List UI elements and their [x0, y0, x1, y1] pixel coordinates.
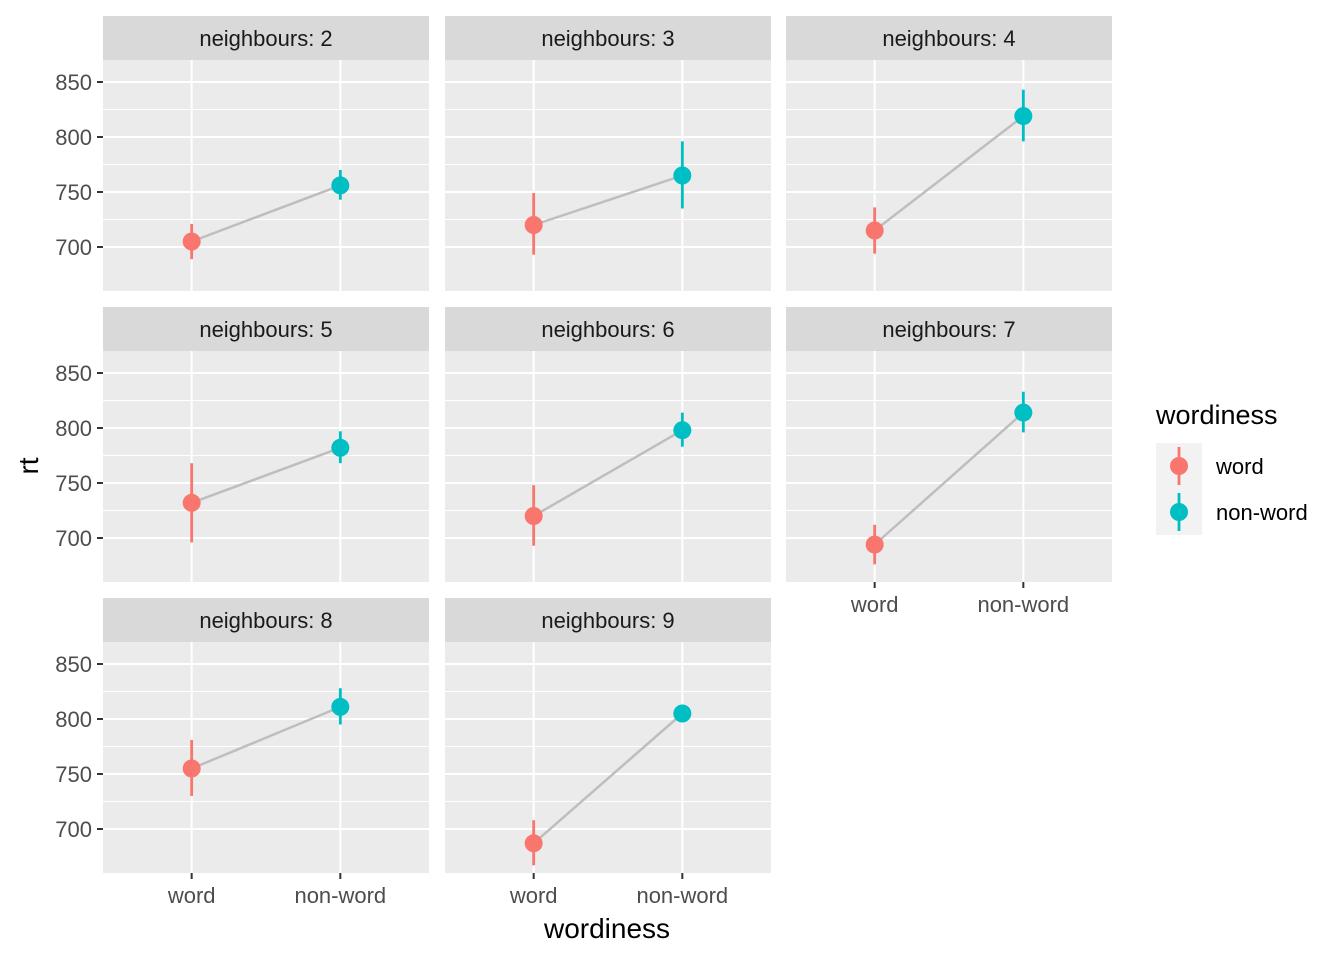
- y-tick-label: 750: [55, 180, 92, 205]
- point-non-word: [673, 704, 692, 723]
- legend-label: word: [1215, 454, 1264, 479]
- facet-strip: [786, 16, 1112, 60]
- x-tick-label: non-word: [977, 592, 1069, 617]
- facet-strip: [103, 307, 429, 351]
- point-word: [524, 507, 543, 525]
- y-tick-label: 850: [55, 652, 92, 677]
- connecting-line: [191, 184, 341, 243]
- facet-panel-2: neighbours: 2 700 750 800 850: [55, 16, 429, 291]
- panel-background: [786, 60, 1112, 291]
- facet-strip-label: neighbours: 7: [882, 317, 1015, 342]
- point-non-word: [331, 176, 350, 195]
- y-tick-label: 700: [55, 817, 92, 842]
- y-tick-label: 850: [55, 70, 92, 95]
- point-non-word: [673, 421, 692, 440]
- facet-panels: neighbours: 2 700 750 800 850 neighbours: 3 ne…: [55, 16, 1112, 908]
- point-non-word: [1014, 107, 1033, 126]
- point-word: [865, 535, 884, 554]
- connecting-line: [191, 705, 341, 770]
- legend-key-point: [1170, 503, 1188, 521]
- facet-panel-7: neighbours: 7 word non-word: [786, 307, 1112, 617]
- facet-panel-6: neighbours: 6: [445, 307, 771, 582]
- x-tick-label: non-word: [294, 883, 386, 908]
- y-tick-label: 750: [55, 762, 92, 787]
- facet-panel-3: neighbours: 3: [445, 16, 771, 291]
- legend-title: wordiness: [1155, 400, 1278, 430]
- facet-strip-label: neighbours: 8: [199, 608, 332, 633]
- panel-background: [445, 60, 771, 291]
- x-axis-title: wordiness: [543, 913, 670, 944]
- y-tick-label: 800: [55, 416, 92, 441]
- facet-strip-label: neighbours: 5: [199, 317, 332, 342]
- facet-strip: [445, 307, 771, 351]
- connecting-line: [191, 446, 341, 504]
- connecting-line: [533, 174, 683, 227]
- y-tick-label: 800: [55, 707, 92, 732]
- panel-background: [786, 351, 1112, 582]
- facet-panel-4: neighbours: 4: [786, 16, 1112, 291]
- connecting-line: [873, 115, 1025, 232]
- facet-panel-9: neighbours: 9 word non-word: [445, 598, 771, 908]
- facet-strip-label: neighbours: 9: [541, 608, 674, 633]
- panel-background: [445, 351, 771, 582]
- point-non-word: [331, 697, 350, 716]
- panel-background: [103, 642, 429, 873]
- panel-background: [445, 642, 771, 873]
- y-axis-title: rt: [13, 457, 44, 474]
- connecting-line: [532, 712, 684, 845]
- x-tick-label: word: [509, 883, 558, 908]
- point-word: [182, 493, 201, 512]
- y-tick-label: 800: [55, 125, 92, 150]
- y-tick-label: 700: [55, 235, 92, 260]
- facet-strip: [786, 307, 1112, 351]
- connecting-line: [873, 411, 1025, 546]
- x-tick-label: word: [850, 592, 899, 617]
- facet-strip-label: neighbours: 2: [199, 26, 332, 51]
- facet-strip-label: neighbours: 4: [882, 26, 1015, 51]
- point-word: [182, 759, 201, 778]
- facet-strip-label: neighbours: 6: [541, 317, 674, 342]
- panel-background: [103, 351, 429, 582]
- point-non-word: [331, 438, 350, 457]
- x-tick-label: non-word: [636, 883, 728, 908]
- facet-strip: [445, 598, 771, 642]
- facet-panel-5: neighbours: 5 700 750 800 850: [55, 307, 429, 582]
- legend-key-point: [1170, 457, 1188, 475]
- facet-strip: [103, 16, 429, 60]
- y-tick-label: 700: [55, 526, 92, 551]
- facet-strip: [445, 16, 771, 60]
- point-non-word: [1014, 403, 1033, 422]
- facet-strip-label: neighbours: 3: [541, 26, 674, 51]
- point-non-word: [673, 166, 692, 185]
- y-tick-label: 850: [55, 361, 92, 386]
- connecting-line: [533, 429, 683, 518]
- point-word: [524, 834, 543, 853]
- panel-background: [103, 60, 429, 291]
- legend-label: non-word: [1216, 500, 1308, 525]
- legend: wordiness word non-word: [1155, 400, 1308, 535]
- x-tick-label: word: [167, 883, 216, 908]
- facet-panel-8: neighbours: 8 700 750 800 850 word non-word: [55, 598, 429, 908]
- point-word: [182, 232, 201, 251]
- facet-strip: [103, 598, 429, 642]
- point-word: [865, 221, 884, 240]
- point-word: [524, 216, 543, 234]
- y-tick-label: 750: [55, 471, 92, 496]
